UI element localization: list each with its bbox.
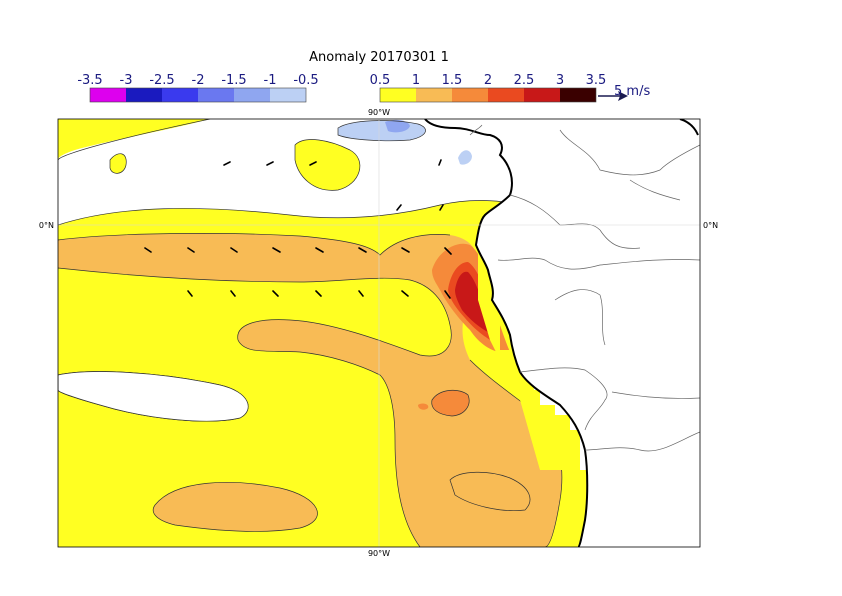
graticule: [58, 119, 700, 547]
neg-swatch-1: [90, 88, 126, 102]
vector-key-label: 5 m/s: [614, 84, 650, 99]
wind-vector-icon: [266, 161, 274, 166]
anomaly-light-orange-field: [58, 233, 562, 547]
wind-vector-icon: [315, 290, 322, 297]
wind-vector-icon: [401, 290, 409, 297]
map-title: Anomaly 20170301 1: [309, 50, 449, 65]
neg-label-5: -1.5: [221, 73, 246, 88]
wind-vectors: [144, 159, 452, 299]
neg-label-3: -2.5: [149, 73, 174, 88]
wind-vector-icon: [444, 247, 452, 255]
wind-vector-icon: [438, 159, 442, 166]
map-area: [58, 119, 700, 547]
wind-vector-icon: [396, 204, 402, 211]
pos-swatch-3: [452, 88, 488, 102]
neg-label-1: -3.5: [77, 73, 102, 88]
wind-vector-icon: [272, 247, 281, 253]
pos-label-7: 3.5: [586, 73, 607, 88]
pos-label-3: 1.5: [442, 73, 463, 88]
neg-swatch-2: [126, 88, 162, 102]
pos-label-6: 3: [556, 73, 564, 88]
lon-label-top: 90°W: [368, 108, 390, 117]
neg-label-6: -1: [264, 73, 277, 88]
pos-swatch-4: [488, 88, 524, 102]
wind-vector-icon: [272, 290, 279, 297]
pos-label-1: 0.5: [370, 73, 391, 88]
anomaly-mid-blue-field: [385, 119, 410, 133]
neg-label-4: -2: [192, 73, 205, 88]
pos-swatch-5: [524, 88, 560, 102]
lon-label-bottom: 90°W: [368, 549, 390, 558]
vector-key: 5 m/s: [598, 84, 650, 101]
wind-vector-icon: [223, 161, 231, 166]
neg-swatch-3: [162, 88, 198, 102]
pos-label-4: 2: [484, 73, 492, 88]
wind-vector-icon: [358, 247, 367, 253]
pos-swatch-2: [416, 88, 452, 102]
coastline: [424, 119, 589, 547]
lat-label-left: 0°N: [39, 221, 54, 230]
wind-vector-icon: [187, 290, 193, 297]
white-gap-region: [58, 371, 249, 422]
neg-swatch-6: [270, 88, 306, 102]
pos-swatch-1: [380, 88, 416, 102]
neg-swatch-5: [234, 88, 270, 102]
negative-colorbar: -3.5 -3 -2.5 -2 -1.5 -1 -0.5: [77, 73, 319, 103]
vector-key-arrow-icon: [618, 91, 628, 101]
pos-label-5: 2.5: [514, 73, 535, 88]
coastal-yellow-cells: [478, 205, 580, 500]
wind-vector-icon: [401, 247, 410, 253]
wind-vector-icon: [315, 247, 324, 253]
wind-vector-icon: [144, 247, 152, 253]
wind-vector-icon: [444, 290, 451, 299]
map-frame: [57, 118, 701, 548]
wind-vector-icon: [439, 204, 444, 211]
neg-swatch-4: [198, 88, 234, 102]
wind-vector-icon: [230, 290, 236, 297]
lat-label-right: 0°N: [703, 221, 718, 230]
wind-vector-icon: [187, 247, 195, 253]
wind-vector-icon: [358, 290, 364, 297]
neg-label-2: -3: [120, 73, 133, 88]
neg-label-7: -0.5: [293, 73, 318, 88]
south-america-land: [425, 119, 700, 547]
pos-swatch-6: [560, 88, 596, 102]
wind-vector-icon: [230, 247, 238, 253]
positive-colorbar: 0.5 1 1.5 2 2.5 3 3.5: [370, 73, 607, 103]
wind-vector-icon: [309, 161, 317, 166]
pos-label-2: 1: [412, 73, 420, 88]
